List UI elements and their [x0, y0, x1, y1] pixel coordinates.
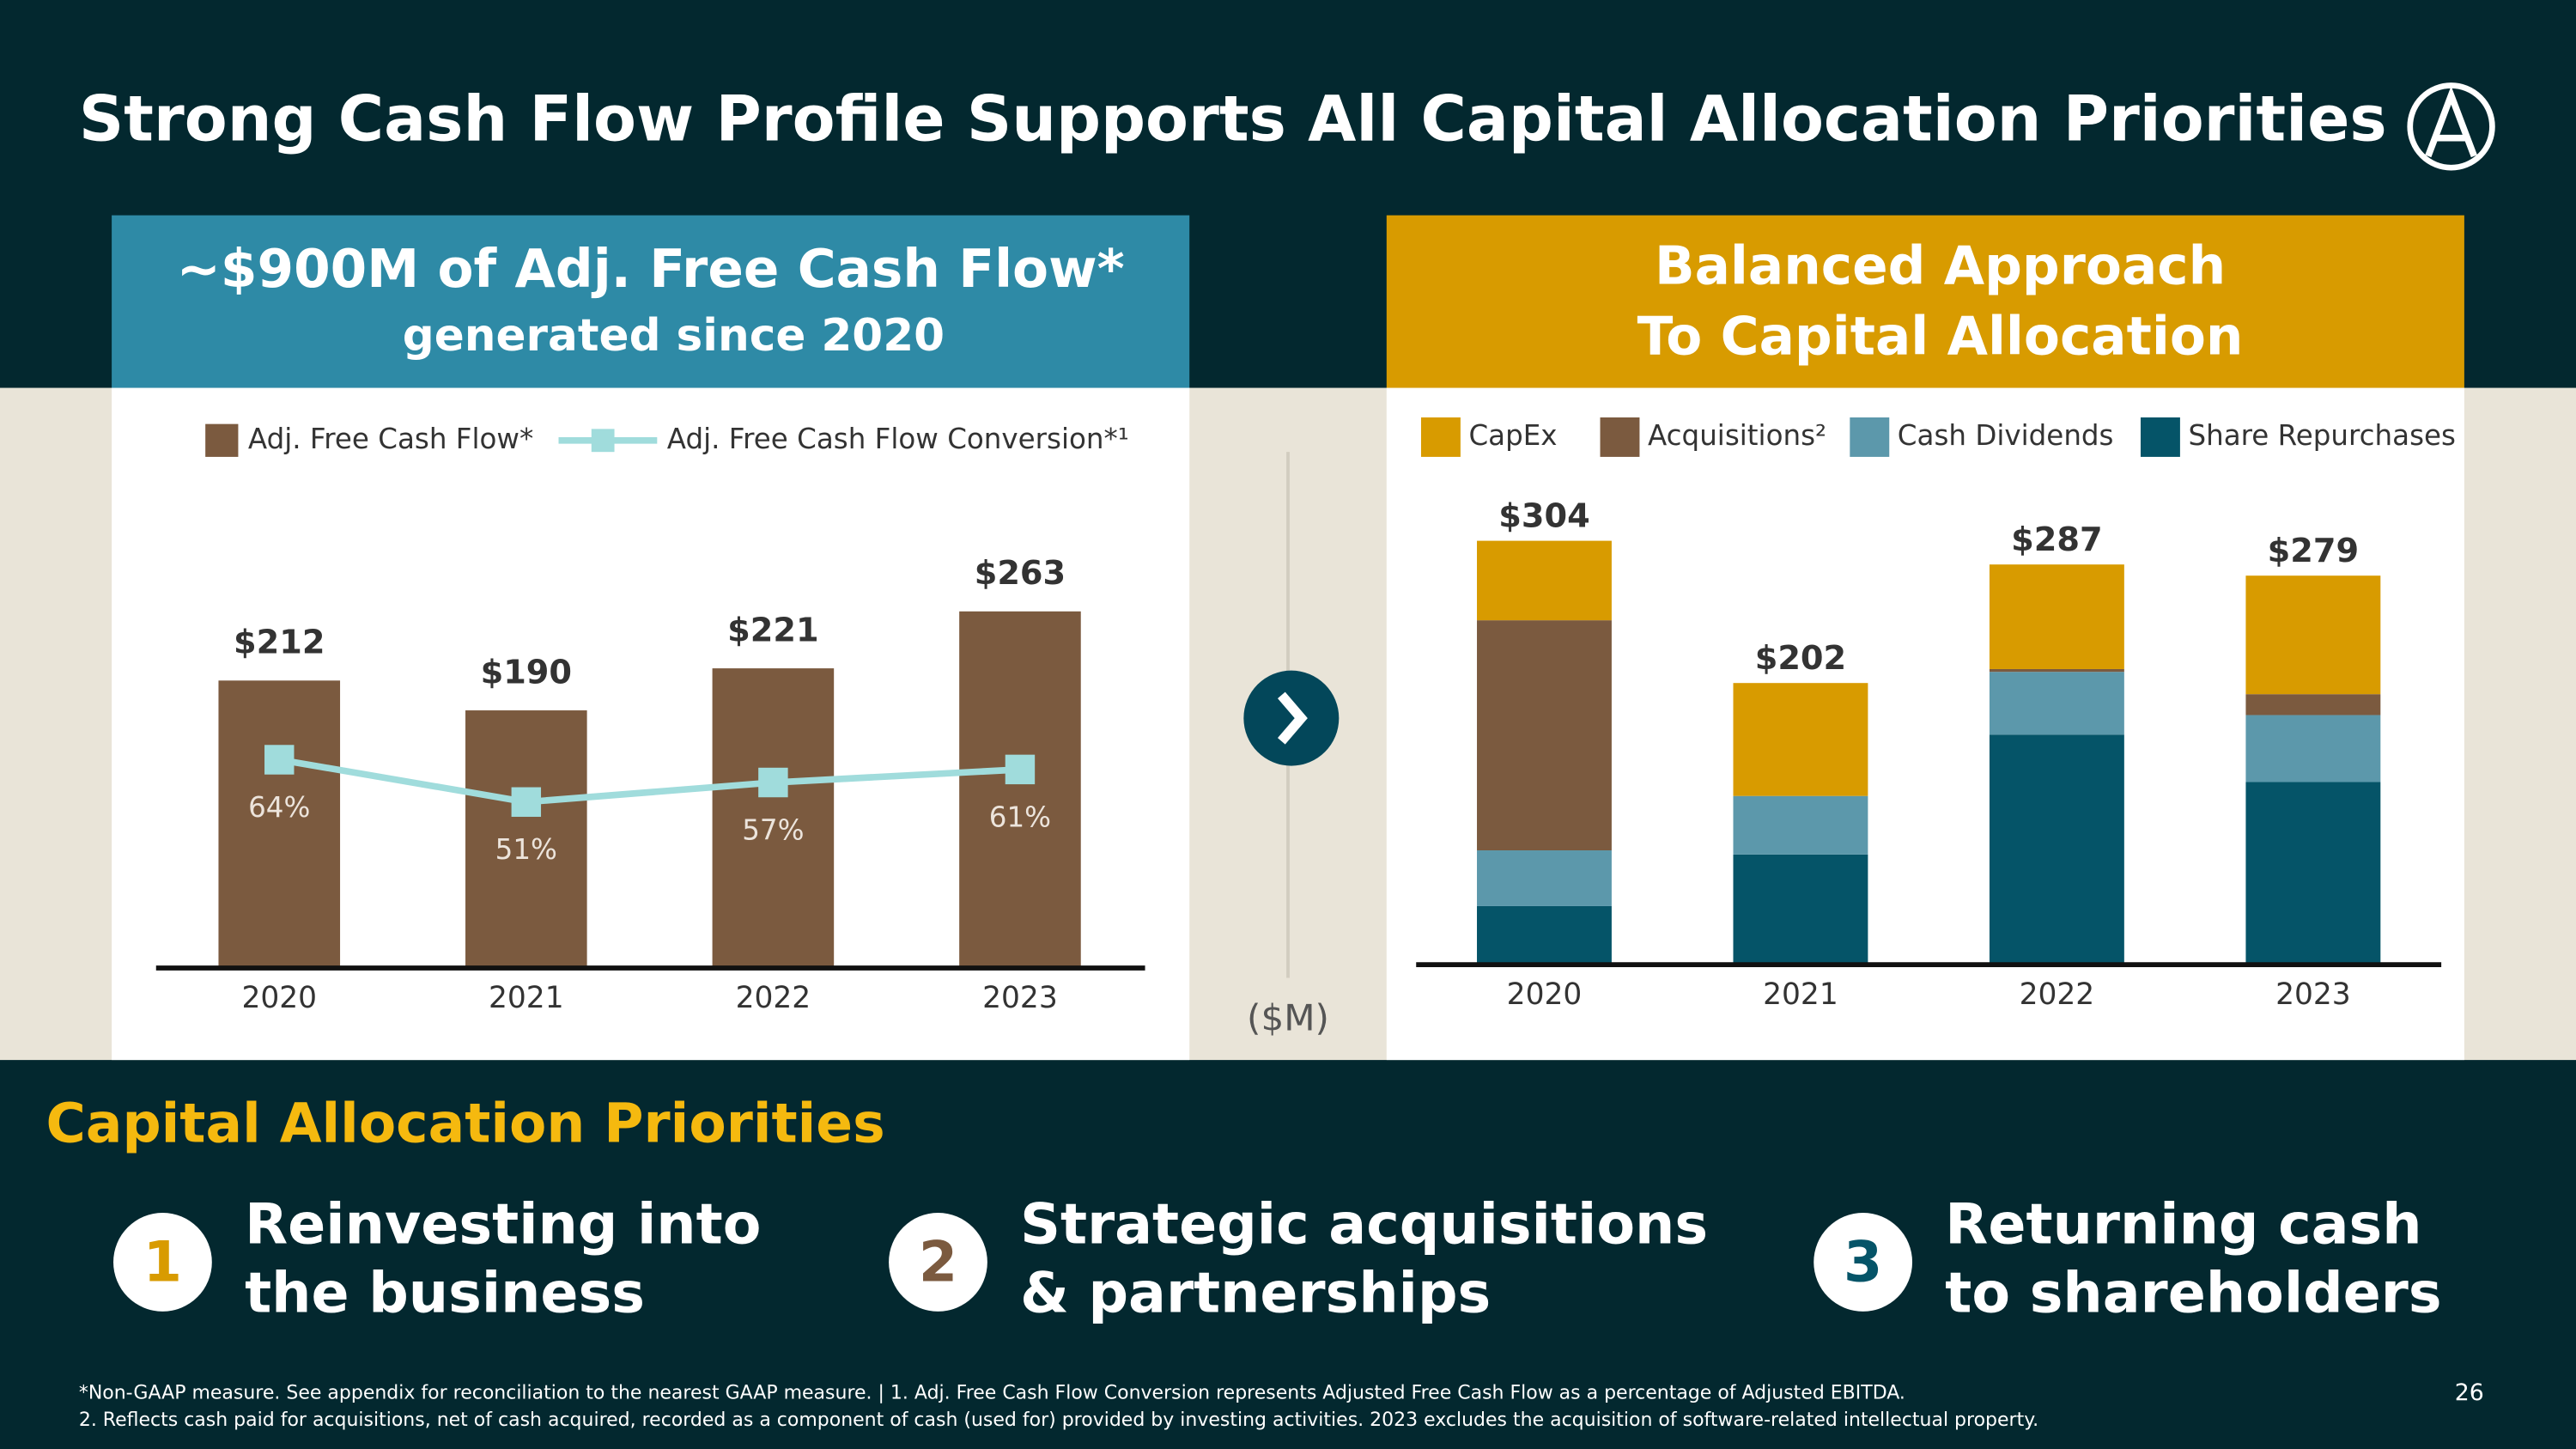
priority-number: 2	[919, 1230, 957, 1294]
footnote: *Non-GAAP measure. See appendix for reco…	[79, 1383, 1905, 1404]
footnote: 2. Reflects cash paid for acquisitions, …	[79, 1409, 2038, 1431]
marker	[1005, 754, 1036, 785]
x-tick-label: 2023	[982, 981, 1058, 1015]
right-title: To Capital Allocation	[1637, 307, 2244, 368]
percent-label: 61%	[989, 801, 1051, 833]
left-subtitle: generated since 2020	[403, 310, 945, 362]
x-tick-label: 2020	[241, 981, 317, 1015]
x-tick-label: 2021	[1763, 977, 1838, 1012]
bar-segment	[1477, 540, 1612, 621]
bar-segment	[1733, 854, 1868, 965]
marker	[758, 767, 788, 798]
percent-label: 64%	[248, 791, 310, 824]
number-circle	[1814, 1213, 1913, 1312]
total-label: $304	[1498, 496, 1589, 535]
value-label: $212	[234, 624, 325, 662]
left-title: ~$900M of Adj. Free Cash Flow*	[177, 239, 1125, 300]
marker	[511, 787, 542, 817]
value-label: $190	[481, 653, 572, 691]
legend-label: Share Repurchases	[2188, 419, 2456, 452]
bar-segment	[1989, 734, 2124, 965]
legend-swatch	[1420, 417, 1461, 457]
unit-label: ($M)	[1247, 997, 1329, 1039]
legend-label: Adj. Free Cash Flow Conversion*¹	[667, 423, 1129, 455]
chevron	[1243, 670, 1340, 766]
bar-segment	[2245, 694, 2381, 715]
priority-text: to shareholders	[1945, 1262, 2441, 1326]
priority-number: 3	[1844, 1230, 1882, 1294]
bar	[218, 680, 341, 968]
legend-label: Adj. Free Cash Flow*	[248, 423, 533, 455]
right-header	[1386, 215, 2464, 388]
legend-label: Acquisitions²	[1648, 419, 1826, 452]
priority-text: Returning cash	[1945, 1192, 2421, 1257]
x-tick-label: 2022	[736, 981, 811, 1015]
bar-segment	[1733, 683, 1868, 796]
bar	[959, 611, 1081, 968]
bar-segment	[2245, 715, 2381, 782]
bar-segment	[1477, 905, 1612, 965]
x-tick-label: 2023	[2275, 977, 2351, 1012]
legend-swatch	[2140, 417, 2180, 457]
total-label: $287	[2011, 521, 2102, 559]
priority-text: Strategic acquisitions	[1020, 1192, 1708, 1257]
bar-segment	[1989, 668, 2124, 673]
page-number: 26	[2455, 1379, 2484, 1406]
priority-text: & partnerships	[1020, 1262, 1491, 1326]
bar	[712, 668, 835, 968]
left-header	[112, 215, 1190, 388]
number-circle	[113, 1213, 212, 1312]
total-label: $202	[1755, 639, 1846, 678]
line	[278, 756, 1021, 806]
priority-text: Reinvesting into	[245, 1192, 761, 1257]
total-label: $279	[2268, 532, 2359, 570]
priority-number: 1	[143, 1230, 182, 1294]
bar-segment	[1477, 620, 1612, 851]
legend-marker	[591, 429, 615, 453]
slide-title: Strong Cash Flow Profile Supports All Ca…	[79, 84, 2387, 156]
x-tick-label: 2022	[2020, 977, 2095, 1012]
right-title: Balanced Approach	[1655, 235, 2226, 296]
percent-label: 57%	[742, 813, 804, 846]
bar-segment	[1989, 672, 2124, 735]
bar	[465, 710, 587, 968]
priorities-heading: Capital Allocation Priorities	[46, 1092, 885, 1155]
bar-segment	[1989, 564, 2124, 669]
legend-label: CapEx	[1468, 419, 1557, 452]
x-tick-label: 2020	[1507, 977, 1583, 1012]
marker	[264, 745, 295, 775]
bar-segment	[2245, 575, 2381, 695]
bar-segment	[1477, 850, 1612, 906]
legend-label: Cash Dividends	[1898, 419, 2114, 452]
legend-swatch	[205, 423, 239, 457]
bar-segment	[2245, 782, 2381, 965]
value-label: $263	[975, 554, 1066, 593]
priority-text: the business	[245, 1262, 645, 1326]
bar-segment	[1733, 795, 1868, 855]
logo	[2407, 82, 2495, 171]
value-label: $221	[727, 612, 818, 650]
x-tick-label: 2021	[489, 981, 564, 1015]
legend-swatch	[1600, 417, 1640, 457]
percent-label: 51%	[495, 833, 557, 866]
number-circle	[889, 1213, 987, 1312]
legend-swatch	[1850, 417, 1890, 457]
